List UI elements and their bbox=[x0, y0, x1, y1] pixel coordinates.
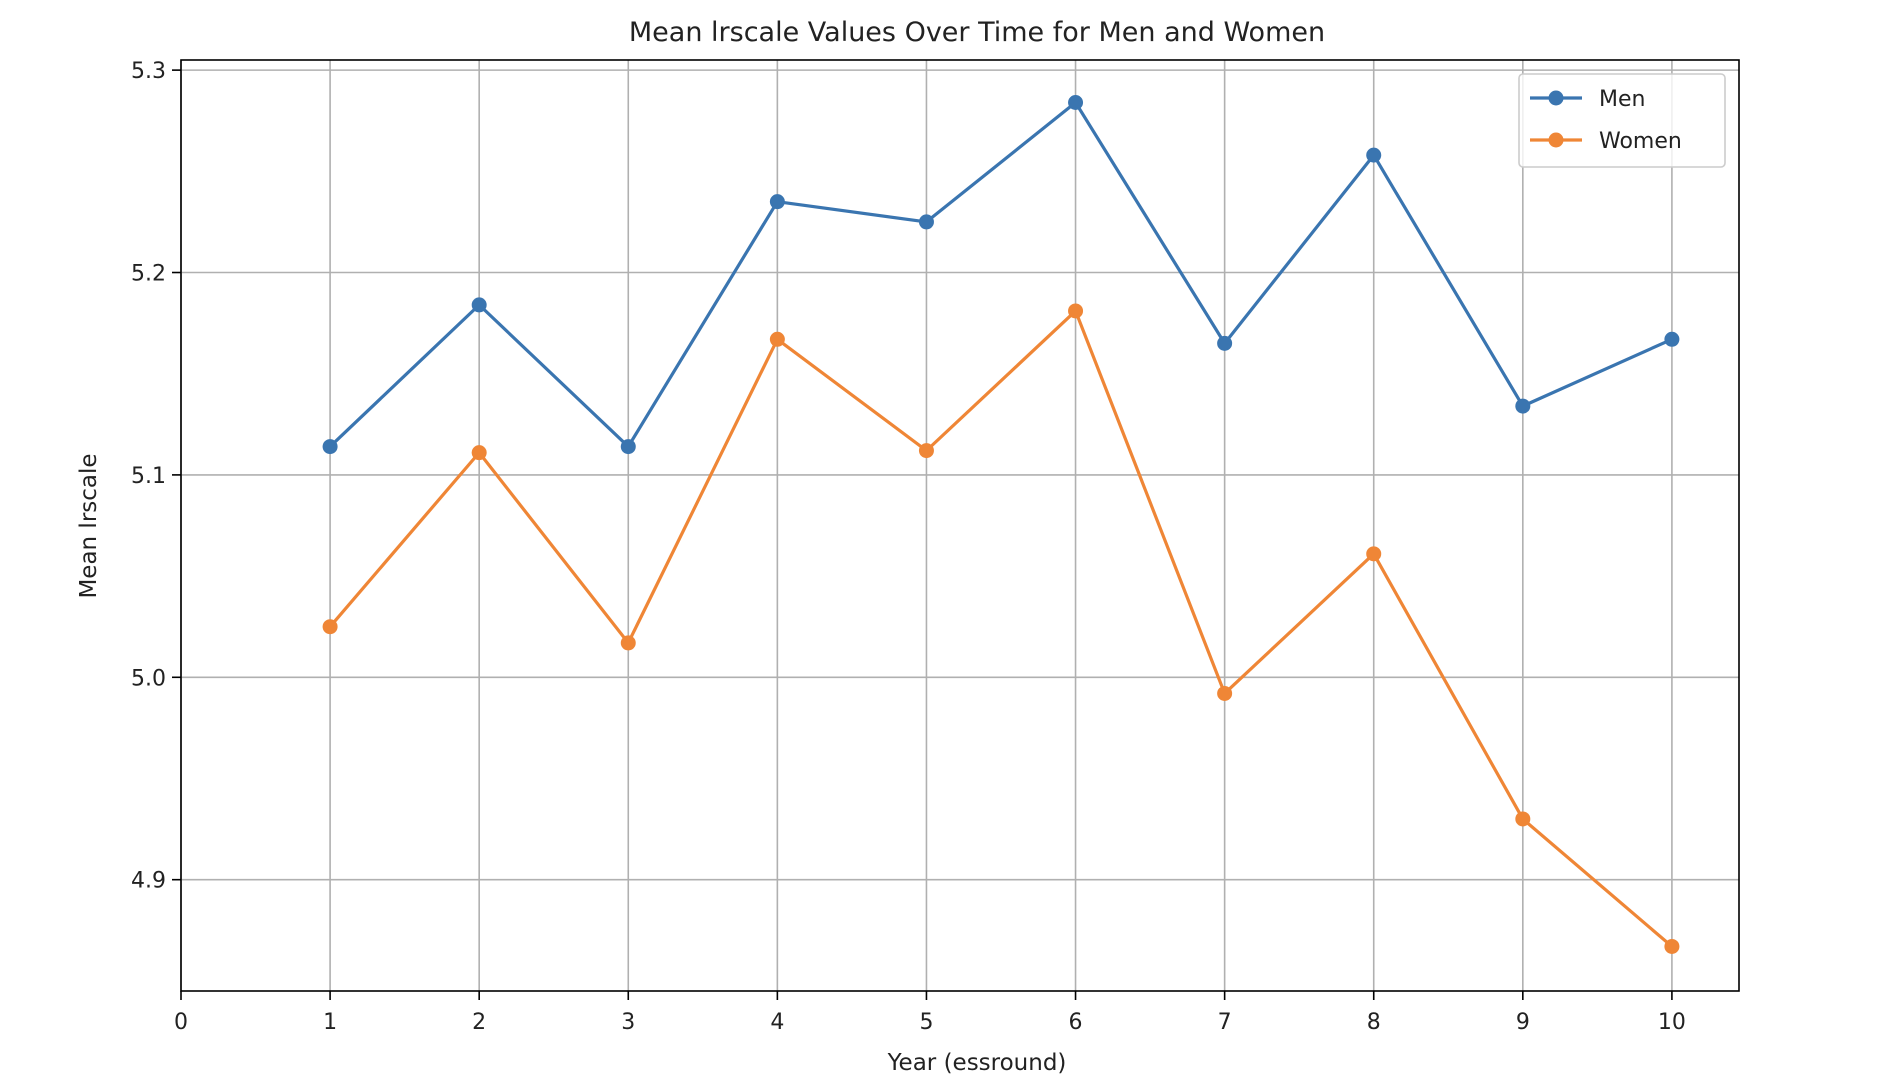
data-point bbox=[1068, 95, 1084, 111]
legend-label: Women bbox=[1599, 129, 1682, 154]
data-point bbox=[918, 214, 934, 230]
y-tick-label: 5.1 bbox=[131, 464, 166, 489]
data-point bbox=[1217, 685, 1233, 701]
plot-series bbox=[322, 95, 1680, 954]
x-tick-label: 6 bbox=[1069, 1010, 1083, 1035]
legend-item-men: Men bbox=[1530, 87, 1645, 112]
x-tick-label: 5 bbox=[919, 1010, 933, 1035]
y-tick-label: 4.9 bbox=[131, 869, 166, 894]
x-tick-label: 4 bbox=[770, 1010, 784, 1035]
y-tick-label: 5.2 bbox=[131, 262, 166, 287]
legend-swatch-marker bbox=[1548, 90, 1564, 106]
y-tick-label: 5.3 bbox=[131, 59, 166, 84]
x-tick-label: 3 bbox=[621, 1010, 635, 1035]
data-point bbox=[322, 619, 338, 635]
x-tick-label: 9 bbox=[1516, 1010, 1530, 1035]
legend: Men Women bbox=[1518, 73, 1726, 168]
series-line bbox=[328, 309, 1673, 948]
y-axis-label: Mean lrscale bbox=[76, 453, 102, 598]
x-tick-label: 2 bbox=[472, 1010, 486, 1035]
x-tick-label: 7 bbox=[1218, 1010, 1232, 1035]
series-line bbox=[328, 100, 1673, 449]
data-point bbox=[918, 443, 934, 459]
x-axis-label: Year (essround) bbox=[887, 1050, 1067, 1076]
chart-title: Mean lrscale Values Over Time for Men an… bbox=[629, 17, 1325, 48]
data-point bbox=[1217, 335, 1233, 351]
data-point bbox=[1515, 811, 1531, 827]
data-point bbox=[1664, 331, 1680, 347]
data-point bbox=[1366, 546, 1382, 562]
legend-swatch-marker bbox=[1548, 132, 1564, 148]
data-point bbox=[620, 635, 636, 651]
data-point bbox=[620, 439, 636, 455]
data-point bbox=[471, 297, 487, 313]
data-point bbox=[769, 331, 785, 347]
x-tick-label: 1 bbox=[323, 1010, 337, 1035]
legend-item-women: Women bbox=[1530, 129, 1682, 154]
legend-label: Men bbox=[1599, 87, 1645, 112]
data-point bbox=[1068, 303, 1084, 319]
series-men bbox=[322, 95, 1680, 455]
series-women bbox=[322, 303, 1680, 954]
x-tick-label: 8 bbox=[1367, 1010, 1381, 1035]
data-point bbox=[1664, 938, 1680, 954]
data-point bbox=[1366, 147, 1382, 163]
data-point bbox=[471, 445, 487, 461]
data-point bbox=[769, 194, 785, 210]
data-point bbox=[322, 439, 338, 455]
x-tick-label: 10 bbox=[1658, 1010, 1686, 1035]
plot-frame bbox=[180, 59, 1740, 992]
x-tick-label: 0 bbox=[174, 1010, 188, 1035]
axis-ticks: 0 1 2 3 4 5 6 7 8 9 10 4.9 5.0 5.1 5.2 5.3 bbox=[131, 59, 1686, 1035]
y-tick-label: 5.0 bbox=[131, 666, 166, 691]
data-point bbox=[1515, 398, 1531, 414]
